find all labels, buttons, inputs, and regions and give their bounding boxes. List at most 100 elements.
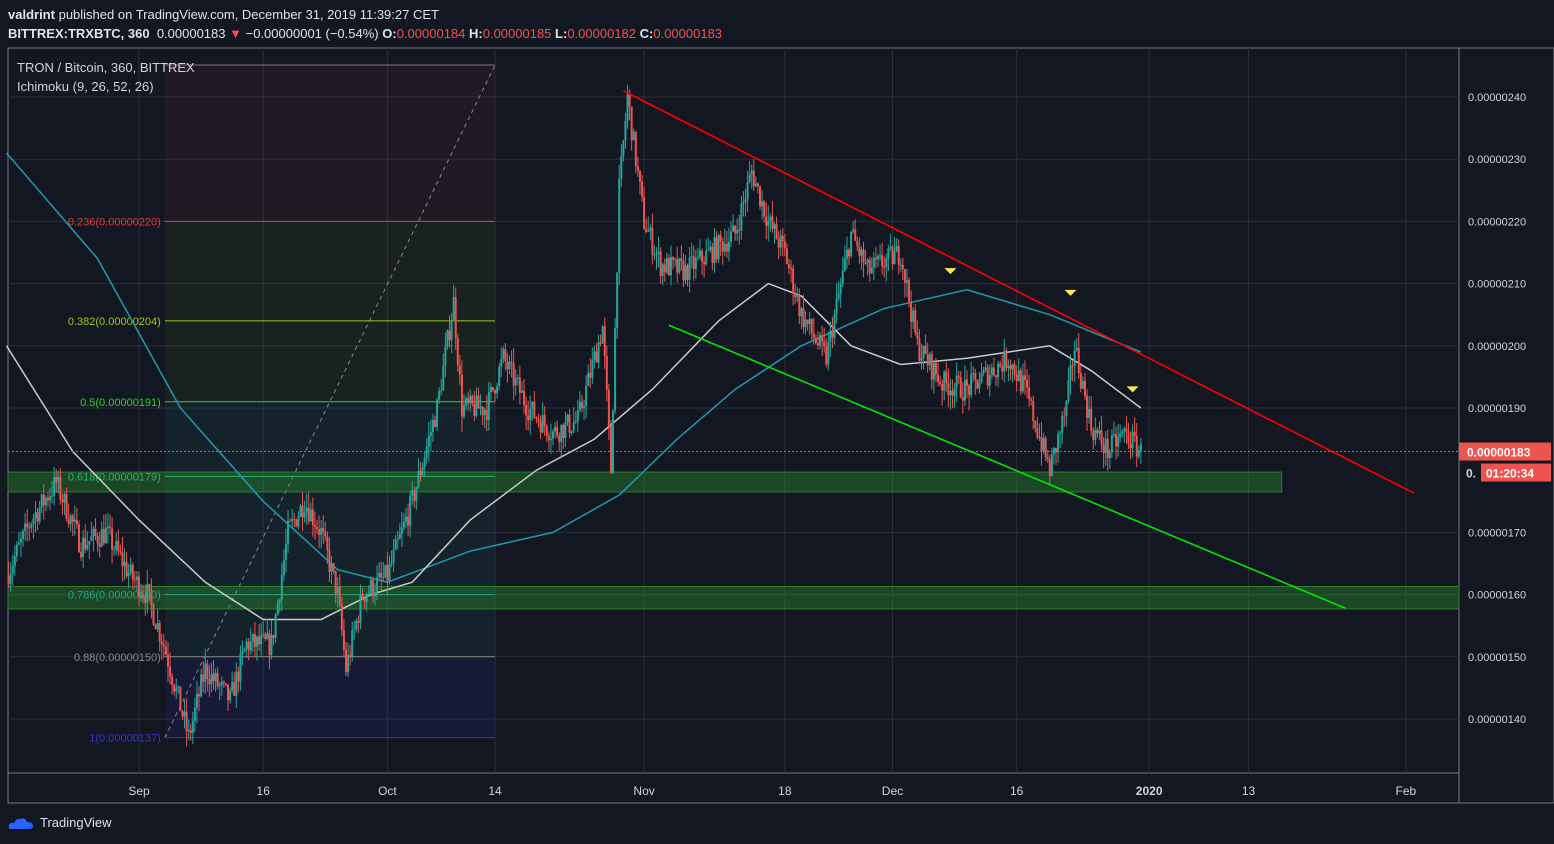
candle: [355, 620, 358, 630]
candle: [1032, 400, 1035, 422]
candle: [794, 292, 797, 298]
candle: [562, 424, 565, 438]
chart-legend-title: TRON / Bitcoin, 360, BITTREX: [17, 60, 195, 75]
x-tick-label: 16: [1010, 784, 1024, 798]
candle: [187, 730, 190, 732]
candle: [692, 256, 695, 270]
candle: [166, 654, 169, 667]
candle: [84, 537, 87, 550]
candle: [580, 401, 583, 408]
candle: [440, 390, 443, 392]
candle: [446, 330, 449, 348]
candle: [595, 351, 598, 363]
candle: [879, 255, 882, 257]
candle: [96, 535, 99, 544]
candle: [624, 120, 627, 141]
candle: [516, 377, 519, 379]
candle: [1009, 365, 1012, 370]
candle: [452, 297, 455, 322]
candle: [514, 377, 517, 386]
candle: [568, 414, 571, 433]
candle: [721, 241, 724, 252]
candle: [202, 674, 205, 682]
candle: [684, 265, 687, 281]
candle: [295, 519, 298, 527]
candle: [311, 509, 314, 525]
candle: [1088, 408, 1091, 418]
author[interactable]: valdrint: [8, 7, 55, 22]
candle: [682, 261, 685, 281]
candle: [235, 671, 238, 696]
candle: [411, 490, 414, 496]
candle: [959, 377, 962, 398]
candle: [506, 361, 509, 369]
candle: [121, 552, 124, 567]
candle: [36, 512, 39, 522]
candle: [17, 542, 20, 545]
candle: [698, 250, 701, 257]
candle: [222, 681, 225, 684]
last-price: 0.00000183: [156, 26, 226, 41]
candle: [1112, 434, 1115, 436]
candle: [266, 633, 269, 639]
candle: [1065, 400, 1068, 416]
candle: [270, 635, 273, 655]
candle: [916, 332, 919, 339]
candle: [564, 422, 567, 438]
candle: [837, 293, 840, 299]
candle: [678, 258, 681, 273]
candle: [278, 599, 281, 603]
candle: [328, 550, 331, 572]
candle: [992, 367, 995, 376]
candle: [730, 231, 733, 242]
symbol: BITTREX:TRXBTC, 360: [8, 26, 150, 41]
candle: [827, 341, 830, 365]
candle: [647, 230, 650, 233]
candle: [407, 516, 410, 526]
price-axis: [1458, 47, 1554, 804]
candle: [131, 564, 134, 580]
candle: [357, 620, 360, 623]
candle: [672, 257, 675, 260]
candle: [839, 283, 842, 294]
candle: [934, 362, 937, 375]
candle: [812, 332, 815, 338]
candle: [1067, 380, 1070, 401]
candle: [20, 538, 23, 543]
candle: [212, 673, 215, 682]
candle: [819, 335, 822, 346]
candle: [641, 181, 644, 197]
plot-area: [7, 47, 1460, 774]
candle: [378, 573, 381, 578]
candle: [69, 515, 72, 525]
indicator-legend[interactable]: Ichimoku (9, 26, 52, 26): [17, 79, 154, 94]
candle: [473, 403, 476, 416]
candle: [185, 711, 188, 732]
candle: [9, 573, 12, 584]
candle: [881, 255, 884, 267]
candle: [1123, 428, 1126, 432]
candle: [535, 417, 538, 419]
candle: [653, 254, 656, 256]
candle: [531, 401, 534, 409]
candle: [1117, 437, 1120, 447]
candle: [603, 326, 606, 357]
candle: [785, 248, 788, 265]
candle: [1030, 399, 1033, 401]
candle: [754, 183, 757, 187]
candle: [866, 259, 869, 264]
candle: [787, 264, 790, 269]
y-tick-label: 0.00000170: [1468, 527, 1526, 539]
candle: [359, 594, 362, 623]
candle: [541, 415, 544, 433]
candle: [123, 561, 126, 567]
candle: [676, 259, 679, 273]
candle: [1071, 365, 1074, 367]
close-value: 0.00000183: [653, 26, 723, 41]
candle: [1005, 350, 1008, 369]
candle: [140, 594, 143, 598]
candle: [738, 229, 741, 231]
y-tick-label: 0.00000220: [1468, 216, 1526, 228]
candle: [574, 421, 577, 423]
